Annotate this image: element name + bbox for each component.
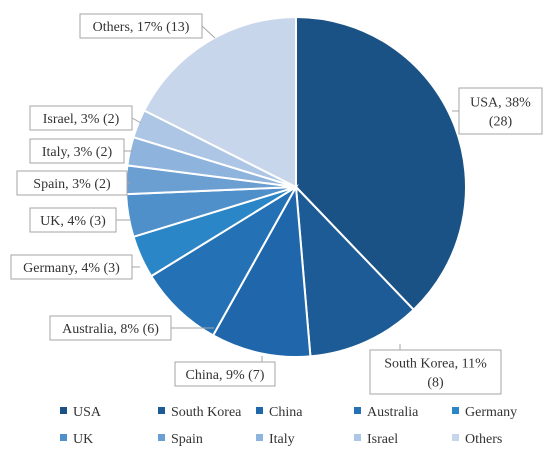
callout-south-korea: South Korea, 11% (8) [369,344,502,395]
legend-label-usa: USA [73,405,102,420]
legend-label-italy: Italy [269,432,295,447]
legend-item-germany: Germany [452,405,517,420]
leader-line-others [201,25,216,39]
slice-labels: USA, 38% (28) South Korea, 11% (8) China, 9%… [10,13,543,395]
label-box-south-korea [369,349,502,395]
legend-label-australia: Australia [367,405,419,420]
slice-label-china: China, 9% (7) [186,368,265,383]
legend-label-germany: Germany [465,405,517,420]
label-box-china [174,361,276,387]
legend-label-israel: Israel [367,432,398,447]
legend-swatch-south-korea [158,407,165,414]
label-box-germany [10,254,133,280]
callout-usa: USA, 38% (28) [452,87,543,135]
slice-label-australia: Australia, 8% (6) [62,322,159,337]
legend-swatch-australia [354,407,361,414]
callout-israel: Israel, 3% (2) [29,105,142,131]
legend-item-australia: Australia [354,405,419,420]
slice-label-south-korea-line1: South Korea, 11% [384,357,487,372]
legend-label-spain: Spain [171,432,203,447]
legend-swatch-uk [60,434,67,441]
legend-label-china: China [269,405,303,420]
legend-item-italy: Italy [256,432,295,447]
legend-swatch-germany [452,407,459,414]
legend-label-uk: UK [73,432,93,447]
slice-label-italy: Italy, 3% (2) [42,145,113,160]
label-box-uk [29,207,117,233]
slice-usa [295,15,467,312]
slice-label-spain: Spain, 3% (2) [33,177,111,192]
slice-south-korea [294,184,416,358]
legend-swatch-israel [354,434,361,441]
legend-item-uk: UK [60,432,93,447]
callout-germany: Germany, 4% (3) [10,254,140,280]
callout-others: Others, 17% (13) [79,13,216,39]
slice-label-usa-line1: USA, 38% [470,96,531,111]
legend-swatch-italy [256,434,263,441]
callout-italy: Italy, 3% (2) [29,138,133,164]
legend-swatch-spain [158,434,165,441]
leader-line-israel [131,117,142,124]
slice-others [142,15,297,189]
legend-item-israel: Israel [354,432,398,447]
callout-australia: Australia, 8% (6) [49,315,214,341]
legend-item-others: Others [452,432,502,447]
slice-label-usa-line2: (28) [489,115,513,130]
legend-item-china: China [256,405,303,420]
legend-item-spain: Spain [158,432,203,447]
label-box-spain [16,170,128,196]
label-box-usa [458,87,543,135]
slice-label-germany: Germany, 4% (3) [23,261,120,276]
legend: USA South Korea China Australia Germany UK Spa… [60,405,517,447]
slice-label-israel: Israel, 3% (2) [43,112,120,127]
legend-swatch-usa [60,407,67,414]
label-box-italy [29,138,125,164]
label-box-others [79,13,203,39]
slice-label-others: Others, 17% (13) [93,20,190,35]
label-box-australia [49,315,172,341]
callout-china: China, 9% (7) [174,356,276,387]
pie-slices [125,15,467,358]
legend-label-south-korea: South Korea [171,405,242,420]
callout-spain: Spain, 3% (2) [16,170,130,196]
callout-uk: UK, 4% (3) [29,207,131,233]
slice-label-uk: UK, 4% (3) [40,214,106,229]
legend-swatch-china [256,407,263,414]
slice-label-south-korea-line2: (8) [427,376,444,391]
slice-china [211,183,312,358]
legend-label-others: Others [465,432,502,447]
legend-item-south-korea: South Korea [158,405,242,420]
legend-swatch-others [452,434,459,441]
label-box-israel [29,105,133,131]
legend-item-usa: USA [60,405,102,420]
